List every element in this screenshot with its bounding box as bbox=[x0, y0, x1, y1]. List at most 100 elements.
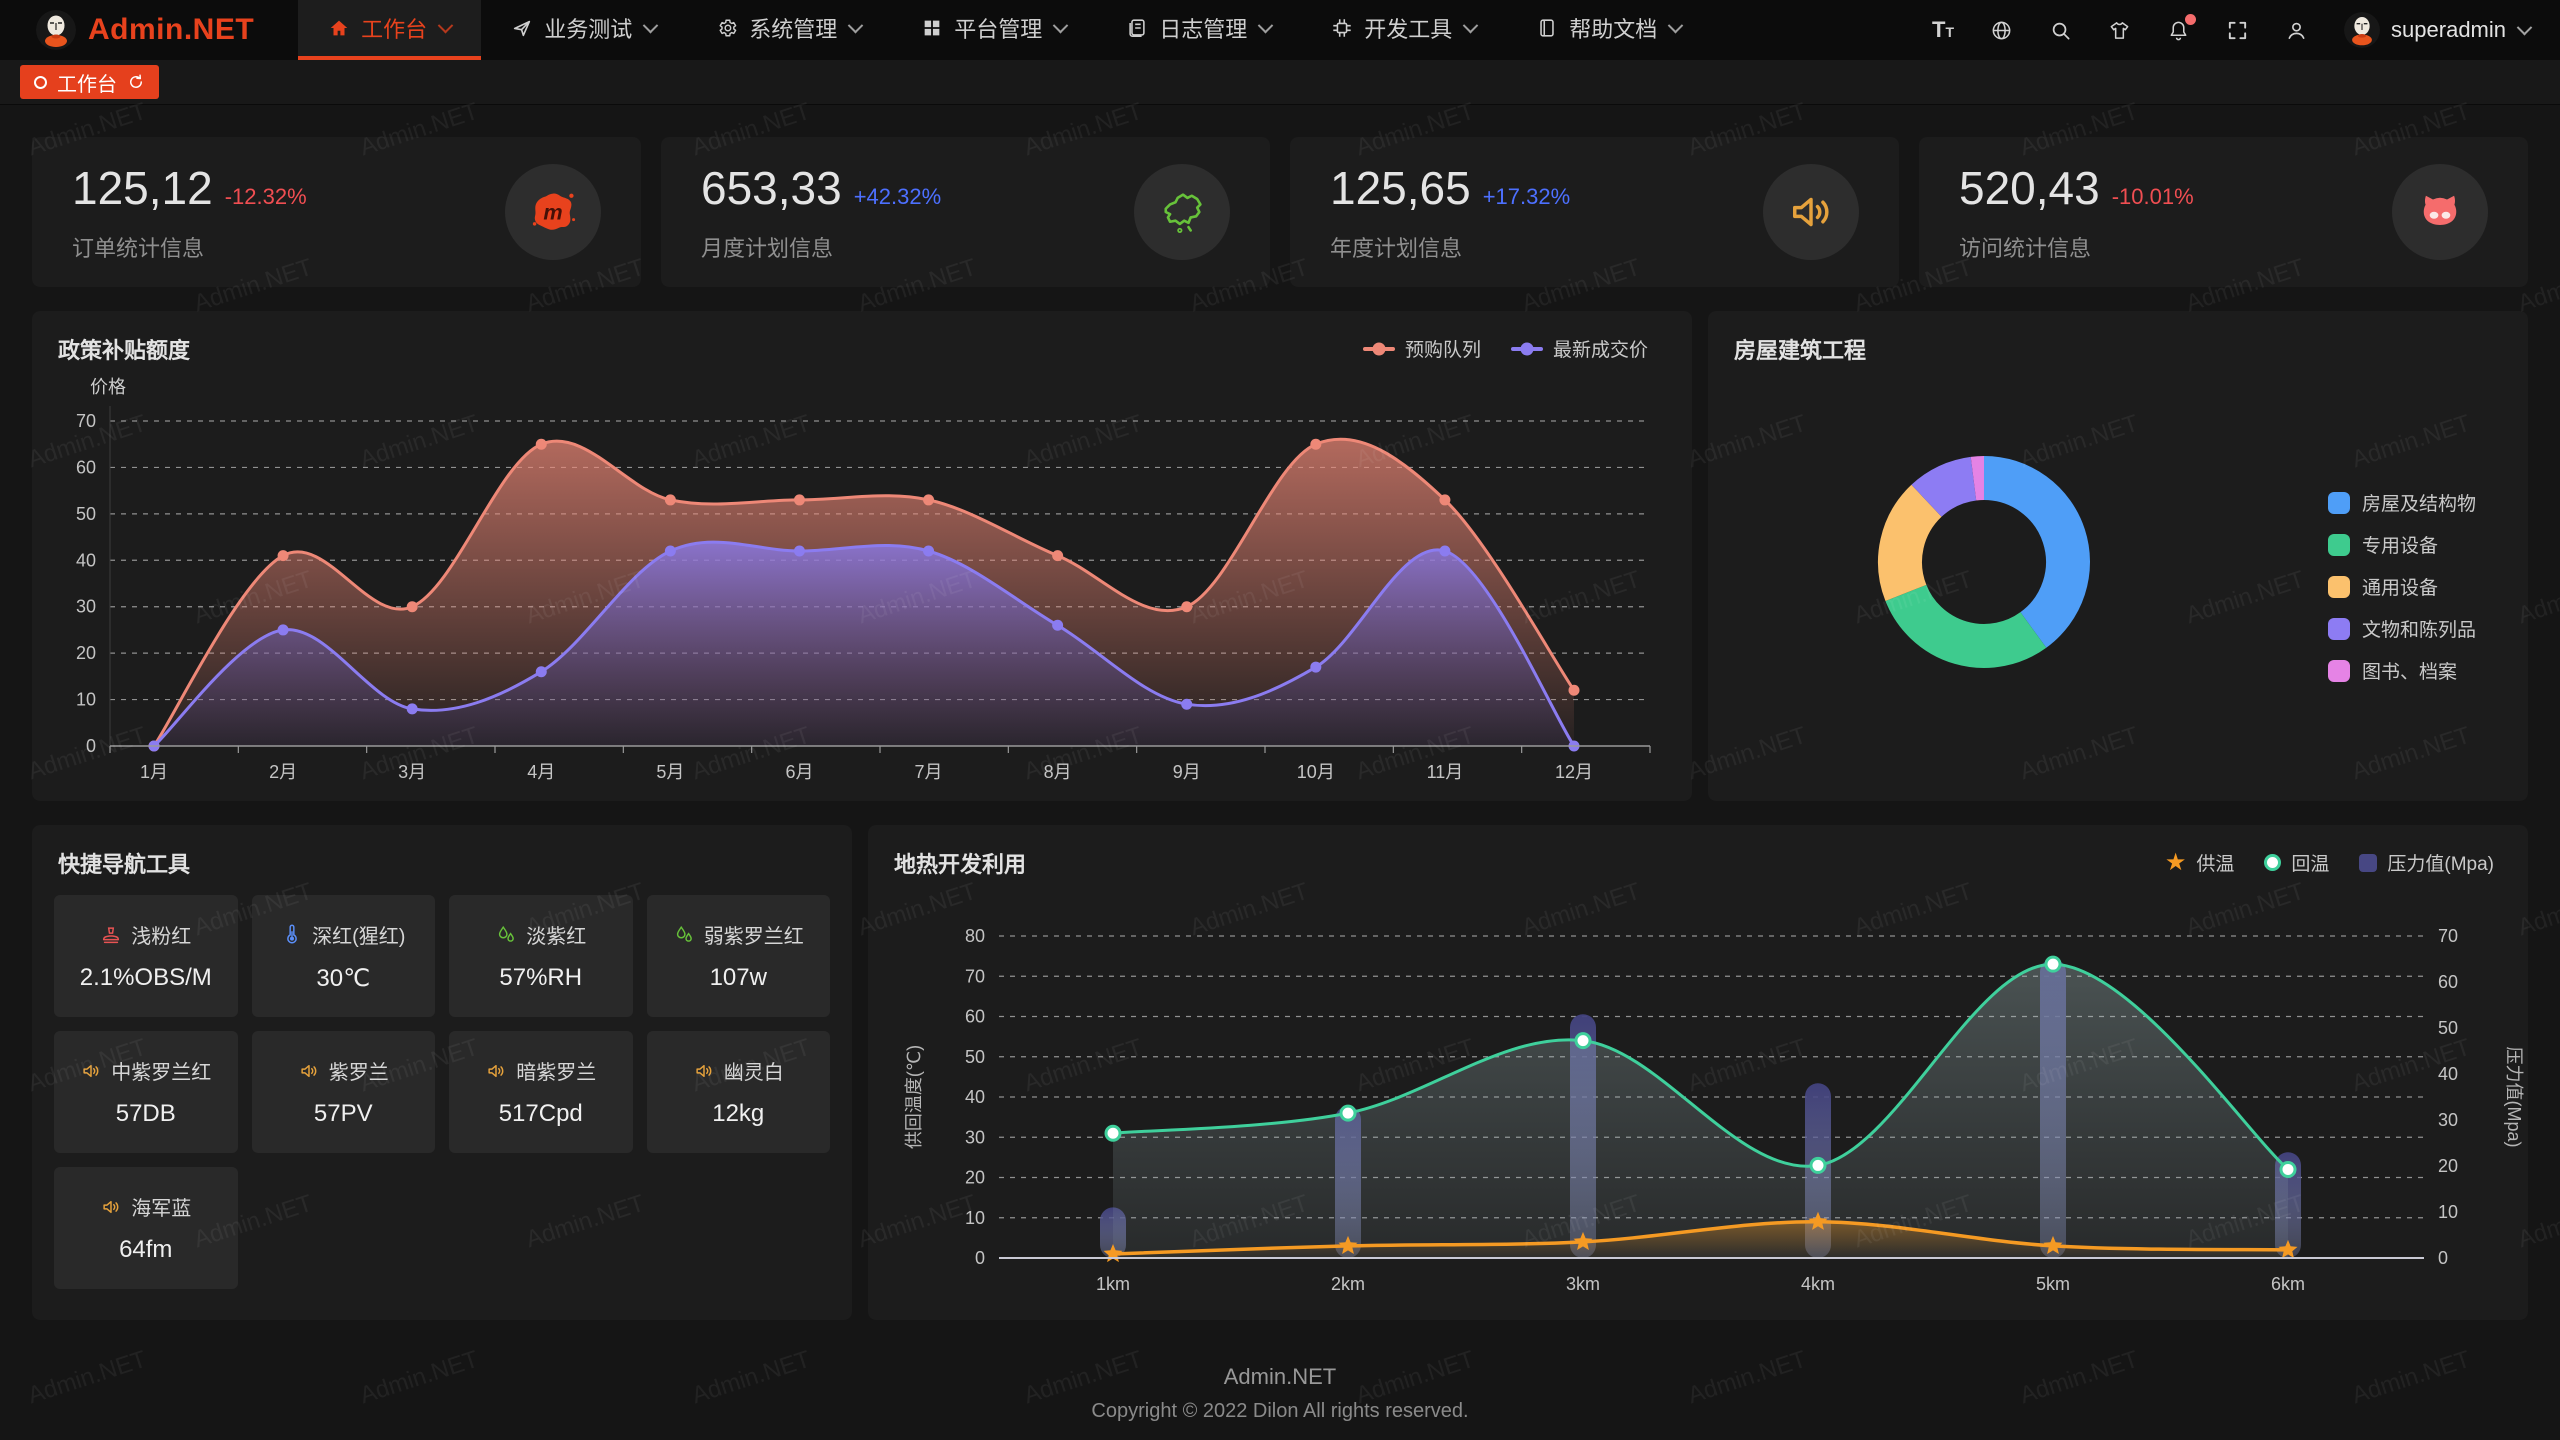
cpu-icon bbox=[1331, 17, 1353, 39]
nav-item-label: 系统管理 bbox=[749, 17, 838, 42]
refresh-icon[interactable] bbox=[127, 73, 145, 91]
tile-value: 57PV bbox=[313, 1100, 373, 1127]
notification-bell-icon[interactable] bbox=[2167, 13, 2197, 42]
chevron-down-icon bbox=[1257, 17, 1274, 33]
stat-delta: +42.32% bbox=[853, 184, 942, 209]
app-logo[interactable]: Admin.NET bbox=[0, 0, 298, 60]
policy-chart-canvas: 0 10 20 30 40 50 60 70 1月 2月 3月 4月 5月 6月 7月 8月 9月 10月 11月 1… bbox=[76, 377, 1651, 782]
panel-title: 快捷导航工具 bbox=[58, 852, 191, 877]
tile-name: 幽灵白 bbox=[693, 1056, 784, 1085]
legend-item[interactable]: 通用设备 bbox=[2327, 573, 2476, 600]
home-icon bbox=[328, 17, 350, 39]
legend-item[interactable]: 预购队列 bbox=[1362, 335, 1481, 362]
nav-item-label: 平台管理 bbox=[954, 17, 1043, 42]
legend-item[interactable]: 专用设备 bbox=[2327, 531, 2476, 558]
active-dot-icon bbox=[34, 75, 47, 89]
geo-chart-canvas: 0 10 20 30 40 50 60 70 80 0 10 20 30 40 50 60 70 1km 2km 3k… bbox=[904, 926, 2524, 1294]
svg-text:50: 50 bbox=[76, 504, 96, 524]
user-icon[interactable] bbox=[2285, 19, 2308, 42]
stat-label: 年度计划信息 bbox=[1330, 236, 1463, 261]
speaker-icon bbox=[80, 1060, 102, 1082]
drops-icon bbox=[495, 924, 517, 946]
grid-icon bbox=[921, 17, 943, 39]
quick-nav-tile-1[interactable]: 浅粉红 2.1%OBS/M bbox=[54, 895, 238, 1017]
quick-nav-tile-6[interactable]: 紫罗兰 57PV bbox=[251, 1031, 435, 1153]
send-icon bbox=[511, 17, 533, 39]
nav-item-platform-mgmt[interactable]: 平台管理 bbox=[891, 0, 1096, 60]
tile-value: 107w bbox=[709, 964, 767, 991]
svg-text:30: 30 bbox=[2438, 1110, 2458, 1130]
logo-text: Admin.NET bbox=[88, 13, 255, 46]
svg-text:m: m bbox=[543, 200, 562, 225]
svg-text:5月: 5月 bbox=[656, 762, 684, 782]
language-globe-icon[interactable] bbox=[1990, 19, 2013, 42]
tab-workbench[interactable]: 工作台 bbox=[20, 65, 159, 99]
search-icon[interactable] bbox=[2049, 19, 2072, 42]
geothermal-chart-card: 地热开发利用 ★ 供温 回温 压力值(Mpa) 0 10 20 30 40 50 60 70 80 0 1… bbox=[868, 825, 2528, 1320]
chevron-down-icon bbox=[847, 17, 864, 33]
quick-nav-card: 快捷导航工具 浅粉红 2.1%OBS/M 深红(猩红) 30℃ 淡紫红 57%RH 弱紫罗兰… bbox=[32, 825, 852, 1320]
svg-text:10: 10 bbox=[2438, 1202, 2458, 1222]
donut-chart-canvas bbox=[1878, 455, 2090, 668]
github-cat-icon bbox=[2392, 164, 2488, 260]
legend-item[interactable]: 文物和陈列品 bbox=[2327, 615, 2476, 642]
svg-text:20: 20 bbox=[2438, 1156, 2458, 1176]
legend-item[interactable]: 回温 bbox=[2264, 849, 2329, 876]
nav-item-label: 工作台 bbox=[361, 17, 428, 42]
svg-text:30: 30 bbox=[76, 597, 96, 617]
nav-item-business-test[interactable]: 业务测试 bbox=[481, 0, 686, 60]
svg-text:6月: 6月 bbox=[785, 762, 813, 782]
stat-label: 访问统计信息 bbox=[1959, 236, 2092, 261]
legend-item[interactable]: 图书、档案 bbox=[2327, 657, 2476, 684]
quick-nav-tile-5[interactable]: 中紫罗兰红 57DB bbox=[54, 1031, 238, 1153]
stat-label: 月度计划信息 bbox=[701, 236, 834, 261]
legend-item[interactable]: 压力值(Mpa) bbox=[2359, 849, 2494, 876]
nav-item-log-mgmt[interactable]: 日志管理 bbox=[1096, 0, 1301, 60]
legend-item[interactable]: ★ 供温 bbox=[2164, 848, 2235, 876]
tile-value: 12kg bbox=[712, 1100, 765, 1127]
main-content: 125,12 -12.32% 订单统计信息 m 653,33 +42.32% 月度计… bbox=[0, 137, 2560, 1423]
legend-item[interactable]: 最新成交价 bbox=[1510, 335, 1648, 362]
quick-nav-tile-4[interactable]: 弱紫罗兰红 107w bbox=[646, 895, 830, 1017]
legend-item[interactable]: 房屋及结构物 bbox=[2327, 489, 2476, 516]
svg-text:2月: 2月 bbox=[269, 762, 297, 782]
toolbar: TT superadmi bbox=[1932, 0, 2560, 60]
chevron-down-icon bbox=[2516, 19, 2533, 35]
svg-text:10月: 10月 bbox=[1297, 762, 1335, 782]
tag-bar: 工作台 bbox=[0, 60, 2560, 105]
nav-item-dev-tools[interactable]: 开发工具 bbox=[1301, 0, 1506, 60]
housing-donut-chart-card: 房屋建筑工程 房屋及结构物 专用设备 通用设备 文物和陈列品 图书、档案 bbox=[1708, 311, 2528, 801]
drops-icon bbox=[673, 924, 695, 946]
tile-value: 2.1%OBS/M bbox=[79, 964, 212, 991]
stat-card-visits: 520,43 -10.01% 访问统计信息 bbox=[1919, 137, 2528, 287]
svg-text:12月: 12月 bbox=[1555, 762, 1593, 782]
avatar bbox=[2344, 12, 2381, 48]
china-map-icon bbox=[1134, 164, 1230, 260]
quick-nav-tile-9[interactable]: 海军蓝 64fm bbox=[54, 1167, 238, 1289]
chevron-down-icon bbox=[642, 17, 659, 33]
quick-nav-tile-2[interactable]: 深红(猩红) 30℃ bbox=[251, 895, 435, 1017]
nav-item-workbench[interactable]: 工作台 bbox=[298, 0, 482, 60]
font-size-icon[interactable]: TT bbox=[1932, 17, 1955, 42]
tile-value: 57DB bbox=[115, 1100, 176, 1127]
stat-card-yearly-plan: 125,65 +17.32% 年度计划信息 bbox=[1290, 137, 1899, 287]
quick-nav-tile-3[interactable]: 淡紫红 57%RH bbox=[449, 895, 633, 1017]
svg-text:70: 70 bbox=[2438, 926, 2458, 946]
fullscreen-icon[interactable] bbox=[2226, 19, 2249, 42]
svg-text:40: 40 bbox=[965, 1087, 985, 1107]
quick-nav-tile-7[interactable]: 暗紫罗兰 517Cpd bbox=[449, 1031, 633, 1153]
speaker-icon bbox=[298, 1060, 320, 1082]
nav-item-label: 日志管理 bbox=[1159, 17, 1248, 42]
theme-shirt-icon[interactable] bbox=[2108, 19, 2131, 42]
tile-value: 517Cpd bbox=[498, 1100, 583, 1127]
quick-nav-tile-8[interactable]: 幽灵白 12kg bbox=[646, 1031, 830, 1153]
logo-avatar-icon bbox=[36, 10, 76, 50]
chevron-down-icon bbox=[1052, 17, 1069, 33]
user-menu[interactable]: superadmin bbox=[2344, 12, 2533, 48]
policy-chart-legend: 预购队列 最新成交价 bbox=[1362, 335, 1648, 362]
svg-text:0: 0 bbox=[2438, 1248, 2448, 1268]
nav-item-help-docs[interactable]: 帮助文档 bbox=[1506, 0, 1711, 60]
svg-text:1km: 1km bbox=[1096, 1274, 1130, 1294]
nav-item-system-mgmt[interactable]: 系统管理 bbox=[686, 0, 891, 60]
nav-item-label: 开发工具 bbox=[1364, 17, 1453, 42]
